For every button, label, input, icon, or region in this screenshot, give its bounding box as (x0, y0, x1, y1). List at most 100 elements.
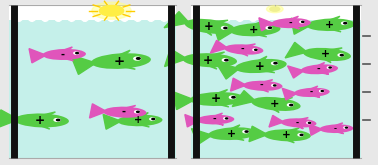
Circle shape (272, 84, 276, 86)
Polygon shape (203, 64, 217, 69)
Circle shape (76, 52, 78, 54)
Ellipse shape (243, 81, 282, 91)
Polygon shape (209, 20, 228, 23)
Polygon shape (317, 72, 329, 74)
Polygon shape (192, 129, 212, 145)
Polygon shape (284, 128, 299, 132)
Polygon shape (258, 88, 269, 92)
Ellipse shape (208, 127, 257, 140)
Text: +: + (134, 115, 143, 125)
Polygon shape (36, 124, 50, 129)
Polygon shape (38, 112, 56, 116)
Circle shape (54, 119, 60, 121)
Polygon shape (122, 105, 136, 109)
Polygon shape (260, 80, 273, 83)
Polygon shape (185, 115, 200, 127)
Ellipse shape (197, 115, 234, 124)
Circle shape (271, 62, 277, 65)
Text: -: - (334, 126, 337, 132)
Text: -: - (309, 88, 312, 97)
Polygon shape (288, 66, 304, 78)
Ellipse shape (91, 53, 151, 69)
Ellipse shape (43, 49, 86, 60)
Circle shape (152, 118, 155, 120)
Polygon shape (288, 26, 299, 29)
Ellipse shape (117, 115, 163, 126)
Circle shape (344, 23, 347, 24)
Circle shape (253, 49, 257, 51)
Polygon shape (136, 113, 148, 117)
Circle shape (222, 59, 228, 61)
Polygon shape (227, 125, 240, 130)
Text: -: - (241, 45, 245, 54)
Circle shape (320, 90, 324, 92)
Circle shape (321, 91, 323, 92)
Circle shape (270, 7, 280, 11)
Polygon shape (326, 16, 340, 21)
Ellipse shape (103, 107, 146, 118)
Text: +: + (282, 130, 290, 140)
Polygon shape (333, 131, 344, 134)
Polygon shape (327, 28, 341, 32)
Circle shape (74, 52, 79, 54)
Ellipse shape (224, 44, 263, 55)
Text: +: + (325, 20, 334, 30)
Polygon shape (117, 65, 135, 69)
Polygon shape (120, 115, 131, 119)
Polygon shape (202, 29, 212, 35)
Polygon shape (0, 110, 19, 128)
Circle shape (329, 67, 331, 68)
Circle shape (225, 59, 228, 61)
Polygon shape (242, 44, 256, 47)
Circle shape (136, 111, 139, 112)
Polygon shape (173, 92, 194, 110)
Ellipse shape (264, 129, 311, 141)
Polygon shape (249, 126, 268, 142)
Text: -: - (288, 19, 292, 28)
Text: -: - (212, 115, 216, 124)
Text: -: - (296, 118, 299, 127)
Polygon shape (269, 115, 284, 127)
Text: -: - (316, 65, 320, 74)
Polygon shape (90, 104, 107, 118)
Text: +: + (321, 50, 330, 59)
Circle shape (245, 131, 248, 132)
Circle shape (266, 27, 272, 29)
Bar (191, 5, 361, 20)
Polygon shape (325, 48, 342, 51)
Text: +: + (203, 20, 213, 33)
Polygon shape (309, 124, 322, 135)
Circle shape (274, 85, 276, 86)
Circle shape (268, 27, 271, 28)
Polygon shape (297, 117, 308, 120)
Circle shape (327, 67, 332, 68)
Text: +: + (211, 93, 221, 105)
Polygon shape (250, 21, 263, 26)
Circle shape (307, 122, 311, 124)
Polygon shape (333, 123, 343, 126)
Circle shape (224, 27, 227, 29)
Ellipse shape (184, 19, 235, 34)
Ellipse shape (306, 18, 355, 31)
Polygon shape (308, 86, 318, 90)
Text: +: + (270, 99, 279, 109)
Polygon shape (213, 103, 229, 107)
Polygon shape (164, 12, 189, 28)
Polygon shape (309, 95, 320, 97)
Circle shape (225, 118, 228, 119)
Polygon shape (60, 57, 73, 61)
Circle shape (342, 22, 347, 24)
Circle shape (224, 117, 228, 119)
Circle shape (232, 97, 235, 98)
Polygon shape (291, 18, 310, 34)
Circle shape (340, 54, 343, 56)
Ellipse shape (183, 53, 237, 67)
Circle shape (274, 63, 277, 64)
Ellipse shape (251, 97, 301, 111)
Polygon shape (294, 125, 303, 129)
Polygon shape (136, 124, 149, 127)
Polygon shape (229, 137, 244, 140)
Polygon shape (103, 114, 121, 129)
Circle shape (57, 119, 60, 121)
Text: +: + (35, 114, 45, 127)
